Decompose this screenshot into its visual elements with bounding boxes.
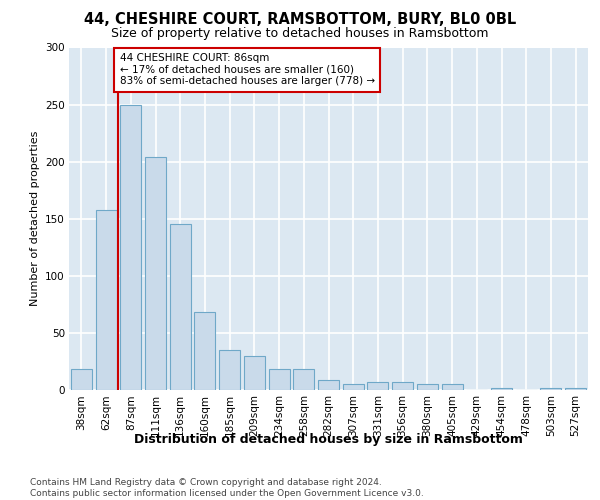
Text: 44, CHESHIRE COURT, RAMSBOTTOM, BURY, BL0 0BL: 44, CHESHIRE COURT, RAMSBOTTOM, BURY, BL…: [84, 12, 516, 28]
Bar: [145, 157, 166, 390]
Bar: [565, 388, 586, 390]
Bar: [244, 356, 265, 390]
Text: Distribution of detached houses by size in Ramsbottom: Distribution of detached houses by size …: [134, 432, 523, 446]
Bar: [417, 384, 438, 390]
Bar: [392, 382, 413, 390]
Bar: [541, 388, 562, 390]
Bar: [170, 224, 191, 390]
Bar: [343, 384, 364, 390]
Text: Contains HM Land Registry data © Crown copyright and database right 2024.
Contai: Contains HM Land Registry data © Crown c…: [30, 478, 424, 498]
Bar: [293, 370, 314, 390]
Bar: [442, 384, 463, 390]
Bar: [219, 350, 240, 390]
Bar: [269, 370, 290, 390]
Bar: [318, 380, 339, 390]
Text: Size of property relative to detached houses in Ramsbottom: Size of property relative to detached ho…: [111, 28, 489, 40]
Text: 44 CHESHIRE COURT: 86sqm
← 17% of detached houses are smaller (160)
83% of semi-: 44 CHESHIRE COURT: 86sqm ← 17% of detach…: [119, 53, 375, 86]
Bar: [194, 312, 215, 390]
Bar: [491, 388, 512, 390]
Bar: [71, 370, 92, 390]
Y-axis label: Number of detached properties: Number of detached properties: [29, 131, 40, 306]
Bar: [95, 210, 116, 390]
Bar: [120, 104, 141, 390]
Bar: [367, 382, 388, 390]
